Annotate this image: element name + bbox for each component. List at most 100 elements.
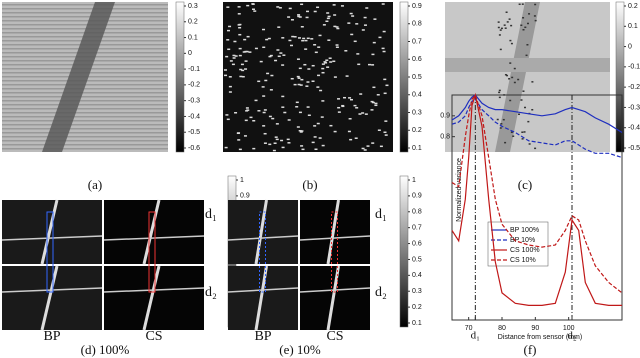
speckle [522,28,525,31]
colorbar-tick-label: 0.6 [412,240,422,247]
colorbar-tick-label: -0.6 [188,145,200,152]
speckle [307,68,311,70]
speckle [374,102,378,105]
speckle [286,138,290,141]
speckle [237,139,241,141]
speckle [333,130,337,133]
speckle [333,25,337,28]
speckle [263,142,267,144]
speckle [233,40,237,43]
colorbar-tick-label: -0.5 [188,129,200,136]
speckle [297,83,301,86]
speckle [361,147,365,150]
sub-image [104,200,204,264]
speckle [300,26,304,28]
speckle [337,106,341,109]
speckle [262,95,266,97]
speckle [354,137,358,139]
caption: (a) [88,177,102,192]
speckle [337,98,341,100]
speckle [385,84,389,87]
speckle [521,3,524,5]
speckle [498,96,501,99]
speckle [298,129,302,132]
column-label: CS [145,329,162,344]
speckle [238,54,242,57]
colorbar-tick-label: 0.2 [628,3,638,10]
speckle [300,130,304,132]
colorbar-tick-label: 0.1 [412,320,422,327]
image-feature [40,265,59,331]
speckle [533,15,536,17]
speckle [238,26,242,29]
speckle [311,141,315,144]
speckle [304,48,308,50]
speckle [254,99,258,102]
speckle [497,21,500,23]
speckle [365,7,369,9]
speckle [244,119,248,122]
speckle [302,37,306,40]
image-feature [254,199,268,265]
speckle [377,129,381,131]
speckle [355,23,359,25]
speckle [351,15,355,17]
speckle [316,86,320,88]
speckle [305,85,309,87]
roi [259,211,266,293]
colorbar-tick-label: -0.5 [628,145,640,152]
legend [487,221,549,267]
speckle [526,44,529,46]
image-feature [1,235,103,241]
speckle [502,118,505,121]
speckle [281,64,285,66]
colorbar-tick-label: 0.4 [412,92,422,99]
colorbar-tick-label: 0.7 [412,38,422,45]
speckle [301,148,305,151]
speckle [509,99,512,102]
speckle [313,44,317,46]
speckle [249,116,253,119]
sub-image [2,200,102,264]
colorbar-tick-label: -0.1 [188,66,200,73]
speckle [522,17,525,19]
speckle [333,76,337,78]
speckle [254,47,258,50]
row-label: d₁ [375,207,387,222]
speckle [361,29,365,31]
speckle [509,39,512,42]
colorbar-tick-label: 0.3 [412,288,422,295]
speckle [227,48,231,51]
speckle [504,141,507,144]
speckle [373,18,377,20]
speckle [238,33,242,36]
speckle [345,75,349,77]
series-line [451,98,623,159]
speckle [228,85,232,88]
speckle [238,148,242,151]
speckle [310,38,314,40]
speckle [287,16,291,18]
speckle [298,111,302,114]
speckle [300,3,304,6]
image-c-band [495,2,540,152]
speckle [328,57,332,59]
colorbar [399,1,409,153]
colorbar-tick-label: 0.9 [412,3,422,10]
speckle [524,26,527,29]
colorbar-tick-label: 0.8 [412,209,422,216]
speckle [240,63,244,66]
speckle [383,78,387,81]
speckle [281,95,285,98]
speckle [228,76,232,78]
speckle [340,5,344,7]
speckle [510,131,513,134]
caption: (f) [524,342,537,357]
colorbar-tick-label: 0.2 [412,127,422,134]
speckle [505,11,508,13]
speckle [306,106,310,108]
speckle [297,77,301,79]
speckle [296,75,300,78]
